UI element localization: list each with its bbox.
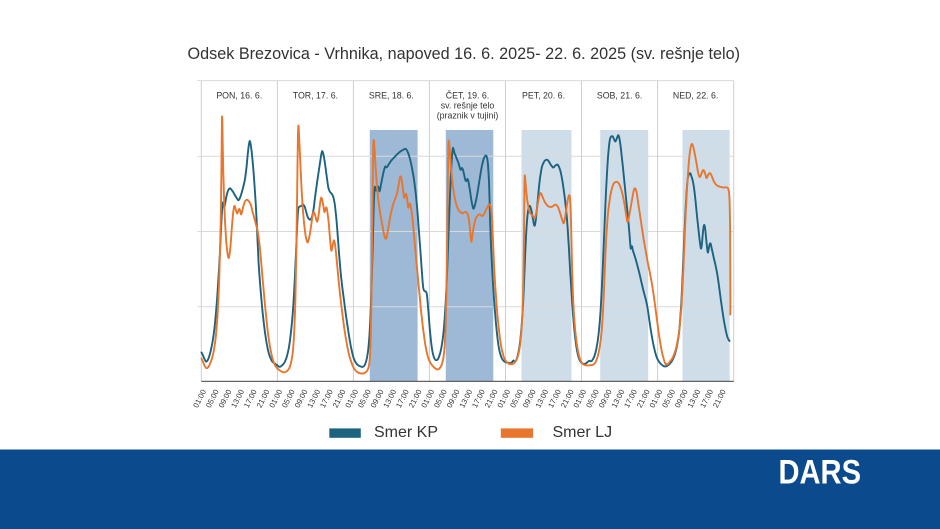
svg-text:Smer LJ: Smer LJ xyxy=(553,424,613,441)
svg-text:Smer KP: Smer KP xyxy=(374,424,438,441)
svg-text:sv. rešnje telo: sv. rešnje telo xyxy=(441,101,495,111)
svg-text:NED, 22. 6.: NED, 22. 6. xyxy=(673,91,718,101)
svg-text:DARS: DARS xyxy=(779,454,862,492)
svg-text:SRE, 18. 6.: SRE, 18. 6. xyxy=(369,91,414,101)
svg-text:(praznik v tujini): (praznik v tujini) xyxy=(437,111,499,121)
svg-text:Odsek Brezovica - Vrhnika, nap: Odsek Brezovica - Vrhnika, napoved 16. 6… xyxy=(188,45,740,63)
svg-text:SOB, 21. 6.: SOB, 21. 6. xyxy=(597,91,642,101)
svg-text:PON, 16. 6.: PON, 16. 6. xyxy=(216,91,262,101)
svg-text:TOR, 17. 6.: TOR, 17. 6. xyxy=(293,91,338,101)
svg-text:ČET, 19. 6.: ČET, 19. 6. xyxy=(446,91,490,101)
svg-text:PET, 20. 6.: PET, 20. 6. xyxy=(522,91,565,101)
